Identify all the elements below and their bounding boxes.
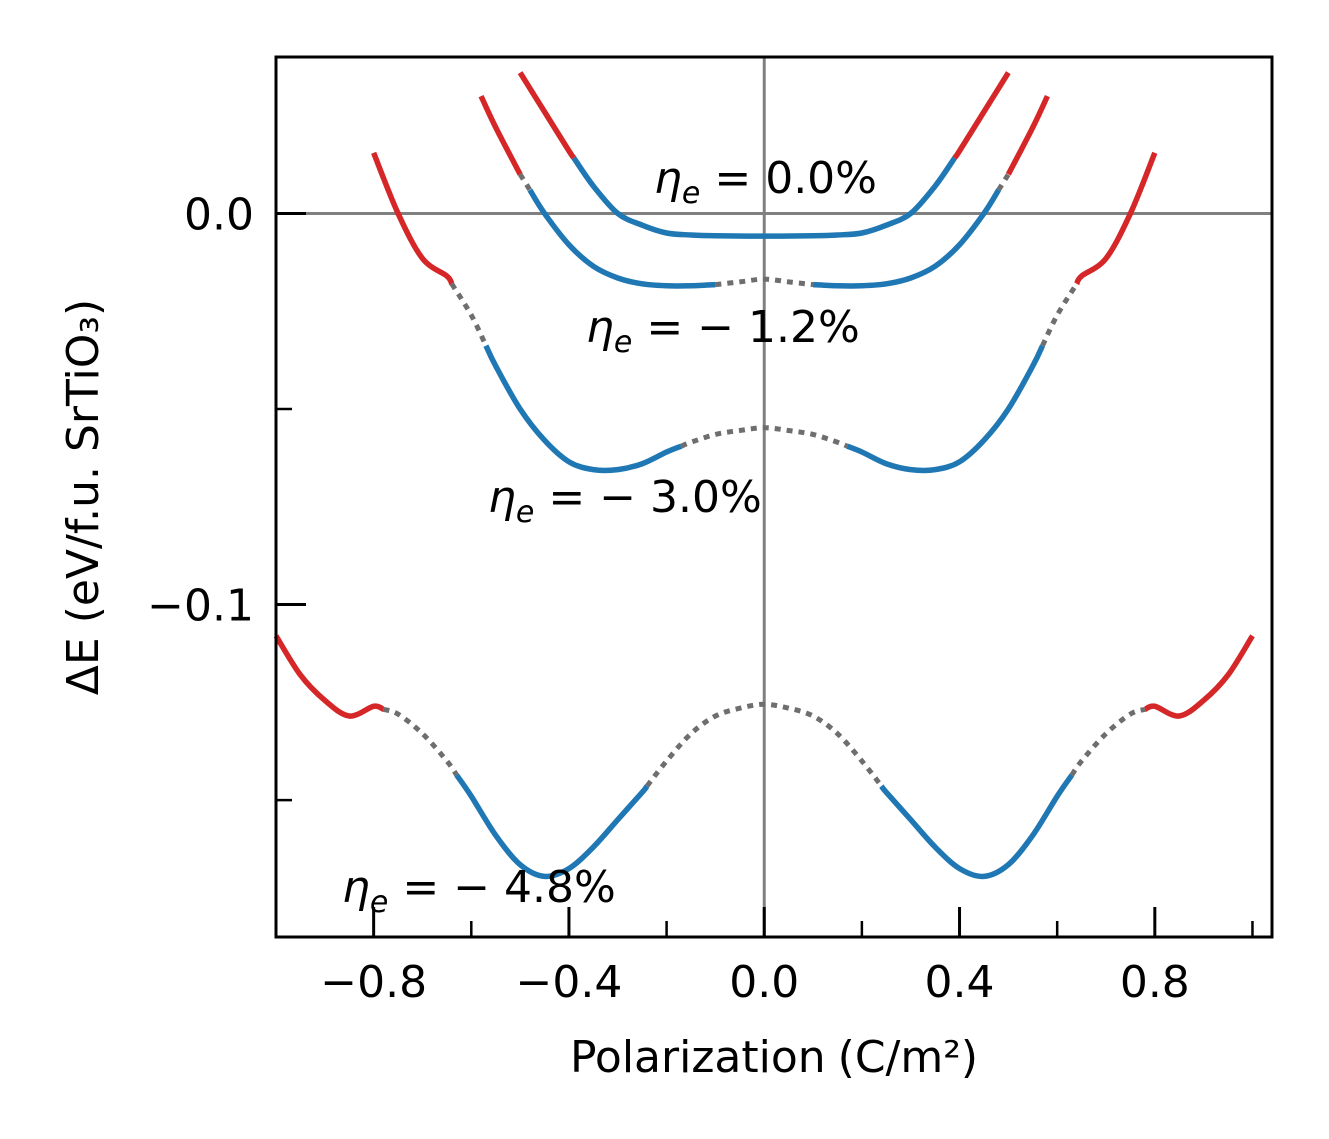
y-tick-label: −0.1: [147, 581, 254, 632]
series-3-high-segment-0: [273, 634, 385, 719]
curve-label-2: ηe = − 3.0%: [488, 472, 762, 530]
series-0-high-segment-2: [952, 71, 1011, 160]
series-2-stable-segment-2: [483, 344, 683, 474]
series-1-unstable-segment-3: [715, 276, 814, 288]
series-3-unstable-segment-3: [645, 701, 884, 788]
curve-label-value: = − 3.0%: [534, 472, 761, 523]
curve-label-3: ηe = − 4.8%: [342, 862, 616, 920]
series-0: [517, 71, 1011, 239]
y-axis-label: ΔE (eV/f.u. SrTiO₃): [58, 299, 109, 695]
series-1-stable-segment-4: [812, 188, 1001, 289]
plot-frame: [274, 55, 1274, 939]
curve-label-eta: η: [586, 302, 614, 353]
series-3-unstable-segment-5: [1069, 706, 1146, 777]
curve-label-subscript: e: [516, 495, 534, 530]
series-3: [273, 634, 1255, 880]
curve-label-subscript: e: [614, 325, 632, 360]
series-3-stable-segment-2: [454, 773, 650, 880]
series-0-stable-segment-1: [571, 156, 957, 239]
curve-label-value: = 0.0%: [700, 153, 877, 204]
x-tick-label: 0.8: [1120, 957, 1190, 1008]
curve-label-subscript: e: [370, 885, 388, 920]
curve-label-eta: η: [488, 472, 516, 523]
series-1-unstable-segment-1: [517, 173, 533, 192]
curve-label-eta: η: [654, 153, 682, 204]
x-tick-label: −0.4: [516, 957, 623, 1008]
axes-layer: −0.8 −0.4 0.0 0.4 0.8 0.0 −0.1: [147, 55, 1274, 1008]
series-1-stable-segment-2: [527, 188, 716, 289]
series-1-high-segment-0: [478, 94, 523, 176]
curve-label-0: ηe = 0.0%: [654, 153, 877, 211]
y-tick-label: 0.0: [184, 189, 254, 240]
series-1-high-segment-6: [1005, 94, 1050, 176]
curves-layer: [273, 71, 1255, 880]
curve-label-1: ηe = − 1.2%: [586, 302, 860, 360]
curve-label-value: = − 1.2%: [632, 302, 859, 353]
x-tick-label: 0.4: [925, 957, 995, 1008]
series-0-high-segment-0: [517, 71, 577, 160]
series-2-unstable-segment-3: [680, 425, 849, 449]
x-axis-label-unit: (C/m²): [838, 1032, 978, 1083]
series-3-stable-segment-4: [879, 773, 1075, 880]
x-axis-label-name: Polarization: [570, 1032, 826, 1083]
series-1-unstable-segment-5: [996, 173, 1011, 192]
curve-label-value: = − 4.8%: [388, 862, 615, 913]
x-tick-label: 0.0: [729, 957, 799, 1008]
reference-lines: [276, 57, 1272, 937]
curve-label-eta: η: [342, 862, 370, 913]
series-3-unstable-segment-1: [382, 706, 459, 777]
series-3-high-segment-6: [1143, 634, 1255, 719]
series-2: [371, 151, 1158, 474]
series-2-unstable-segment-1: [449, 282, 489, 347]
series-2-high-segment-6: [1074, 151, 1158, 286]
labels-layer: Polarization (C/m²) ΔE (eV/f.u. SrTiO₃) ηe …: [58, 153, 978, 1083]
series-2-high-segment-0: [371, 151, 455, 286]
curve-label-subscript: e: [682, 176, 700, 211]
series-2-unstable-segment-5: [1040, 282, 1079, 347]
x-tick-label: −0.8: [320, 957, 427, 1008]
series-2-stable-segment-4: [846, 344, 1046, 474]
x-axis-label: Polarization (C/m²): [570, 1032, 978, 1083]
series-1: [478, 94, 1050, 289]
